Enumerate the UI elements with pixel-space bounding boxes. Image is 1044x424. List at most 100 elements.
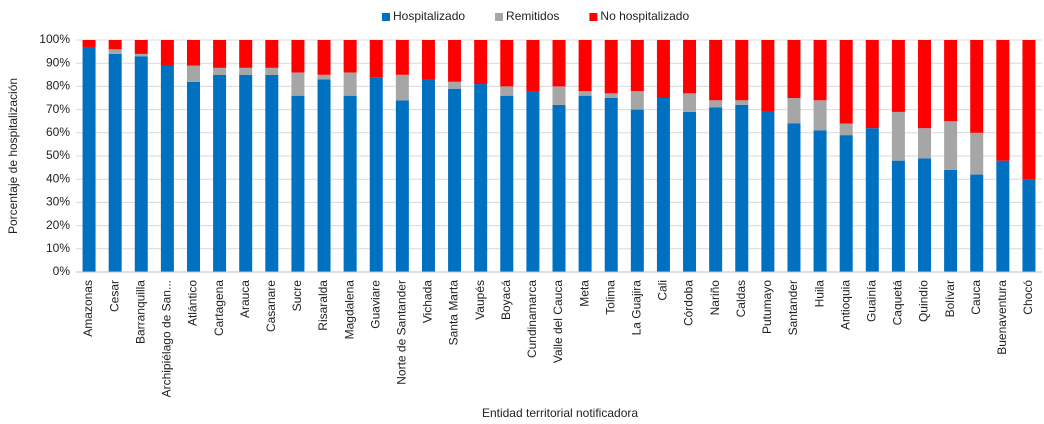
y-axis-label: Porcentaje de hospitalización	[6, 78, 20, 234]
bar-segment	[735, 40, 749, 101]
bar-segment	[343, 72, 357, 96]
bar-segment	[291, 95, 305, 273]
bar-segment	[265, 40, 279, 68]
bar-segment	[239, 40, 253, 68]
bar-segment	[944, 169, 958, 272]
x-tick-label: Caquetá	[891, 280, 905, 326]
x-tick-label: La Guajira	[629, 280, 643, 336]
bar-segment	[395, 40, 409, 75]
bar-segment	[630, 109, 644, 272]
y-tick-label: 60%	[46, 125, 70, 139]
bar-segment	[630, 91, 644, 110]
x-tick-label: Guaviare	[368, 280, 382, 329]
bar-segment	[918, 40, 932, 129]
x-tick-label: Meta	[577, 280, 591, 307]
x-tick-label: Amazonas	[81, 280, 95, 337]
bar-segment	[186, 81, 200, 272]
bar-segment	[1022, 179, 1036, 272]
bar-segment	[891, 40, 905, 112]
bar-segment	[735, 100, 749, 105]
x-tick-label: Guainía	[864, 280, 878, 322]
bar-segment	[761, 111, 775, 272]
legend-label: No hospitalizado	[600, 9, 689, 23]
bar-segment	[265, 74, 279, 272]
bar-segment	[186, 65, 200, 82]
bar-segment	[709, 40, 723, 101]
bar-segment	[865, 128, 879, 272]
x-tick-label: Cundinamarca	[525, 280, 539, 358]
x-tick-label: Tolima	[603, 280, 617, 315]
bar-segment	[317, 74, 331, 80]
bar-segment	[839, 40, 853, 124]
bar-segment	[82, 40, 96, 47]
y-tick-label: 40%	[46, 171, 70, 185]
x-tick-label: Santander	[786, 280, 800, 335]
x-tick-label: Valle del Cauca	[551, 280, 565, 363]
bar-segment	[343, 95, 357, 273]
bar-segment	[839, 123, 853, 136]
bar-segment	[134, 53, 148, 57]
bar-segment	[813, 40, 827, 101]
bar-segment	[369, 77, 383, 273]
bar-segment	[395, 74, 409, 101]
bar-segment	[683, 111, 697, 272]
bar-segment	[630, 40, 644, 92]
bar-segment	[970, 174, 984, 272]
bar-segment	[213, 74, 227, 272]
bar-segment	[265, 67, 279, 75]
x-axis-label: Entidad territorial notificadora	[482, 406, 638, 420]
bar-segment	[787, 123, 801, 273]
bar-segment	[578, 95, 592, 273]
bar-segment	[474, 40, 488, 85]
bar-segment	[787, 98, 801, 124]
bar-segment	[134, 40, 148, 54]
x-tick-label: Casanare	[264, 280, 278, 332]
bar-segment	[996, 40, 1010, 161]
x-tick-label: Antioquia	[838, 280, 852, 330]
y-tick-label: 30%	[46, 195, 70, 209]
bar-segment	[918, 158, 932, 272]
x-tick-label: Cartagena	[212, 280, 226, 336]
bar-segment	[108, 53, 122, 272]
x-tick-label: Huila	[812, 280, 826, 308]
bar-segment	[944, 121, 958, 170]
bar-segment	[970, 40, 984, 133]
bar-segment	[970, 132, 984, 175]
x-tick-label: Bolívar	[943, 280, 957, 317]
x-tick-label: Barranquilla	[133, 280, 147, 344]
bar-segment	[526, 40, 540, 92]
x-tick-label: Córdoba	[682, 280, 696, 326]
x-tick-label: Magdalena	[342, 280, 356, 340]
bar-segment	[474, 84, 488, 272]
bar-segment	[239, 67, 253, 75]
bar-segment	[500, 95, 514, 273]
bar-segment	[317, 79, 331, 272]
bar-segment	[683, 40, 697, 94]
bar-segment	[317, 40, 331, 75]
bar-segment	[160, 40, 174, 66]
x-tick-label: Chocó	[1021, 280, 1035, 315]
bar-segment	[918, 128, 932, 159]
bar-segment	[421, 79, 435, 272]
x-tick-label: Cauca	[969, 280, 983, 315]
bar-segment	[291, 72, 305, 96]
x-tick-label: Risaralda	[316, 280, 330, 331]
x-tick-label: Boyacá	[499, 280, 513, 320]
bar-segment	[343, 40, 357, 73]
bar-segment	[526, 91, 540, 272]
bar-segment	[735, 104, 749, 273]
bar-segment	[160, 65, 174, 273]
bar-segment	[891, 111, 905, 161]
legend-label: Remitidos	[506, 9, 559, 23]
bar-segment	[186, 40, 200, 66]
bar-segment	[1022, 40, 1036, 180]
bar-segment	[865, 40, 879, 129]
x-tick-label: Norte de Santander	[395, 280, 409, 385]
bar-segment	[291, 40, 305, 73]
x-tick-label: Buenaventura	[995, 280, 1009, 355]
bar-segment	[683, 93, 697, 112]
y-tick-label: 100%	[39, 32, 70, 46]
bar-segment	[839, 135, 853, 272]
bar-segment	[552, 40, 566, 87]
